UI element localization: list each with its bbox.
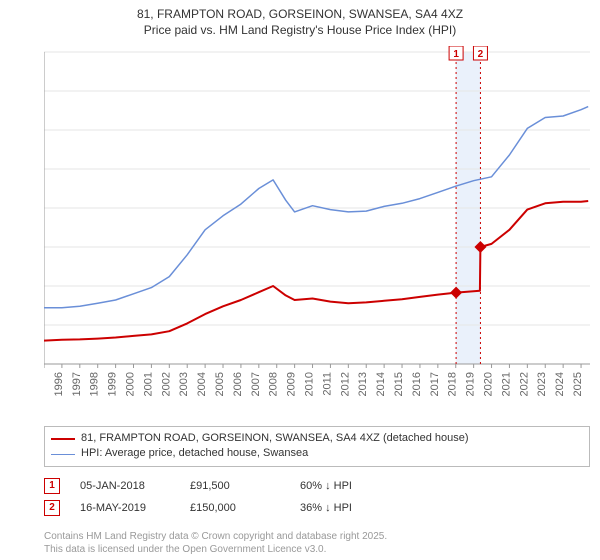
svg-text:2020: 2020 [483,372,495,396]
chart-svg: £0£50K£100K£150K£200K£250K£300K£350K£400… [44,46,590,414]
marker-date: 05-JAN-2018 [80,480,170,492]
svg-text:2007: 2007 [250,372,262,396]
svg-text:2005: 2005 [214,372,226,396]
chart-title: 81, FRAMPTON ROAD, GORSEINON, SWANSEA, S… [0,0,600,40]
svg-text:2001: 2001 [142,372,154,396]
svg-text:2013: 2013 [357,372,369,396]
legend-item: 81, FRAMPTON ROAD, GORSEINON, SWANSEA, S… [51,431,583,446]
svg-text:2018: 2018 [447,372,459,396]
legend-label: HPI: Average price, detached house, Swan… [81,446,308,461]
svg-text:2006: 2006 [232,372,244,396]
svg-text:1996: 1996 [53,372,65,396]
svg-text:1995: 1995 [44,372,47,396]
legend-swatch [51,438,75,440]
svg-text:2010: 2010 [304,372,316,396]
svg-text:2015: 2015 [393,372,405,396]
svg-text:2002: 2002 [160,372,172,396]
marker-delta: 36% ↓ HPI [300,502,390,514]
attribution-line-1: Contains HM Land Registry data © Crown c… [44,530,387,543]
chart-container: 81, FRAMPTON ROAD, GORSEINON, SWANSEA, S… [0,0,600,560]
svg-text:2016: 2016 [411,372,423,396]
svg-text:2019: 2019 [465,372,477,396]
svg-text:2012: 2012 [339,372,351,396]
svg-text:2014: 2014 [375,372,387,396]
svg-text:2009: 2009 [286,372,298,396]
svg-text:2025: 2025 [572,372,584,396]
svg-text:2011: 2011 [321,372,333,396]
marker-price: £150,000 [190,502,280,514]
svg-text:2: 2 [478,49,484,60]
legend-box: 81, FRAMPTON ROAD, GORSEINON, SWANSEA, S… [44,426,590,467]
attribution-line-2: This data is licensed under the Open Gov… [44,543,387,556]
marker-date: 16-MAY-2019 [80,502,170,514]
svg-text:1999: 1999 [107,372,119,396]
marker-row: 1 05-JAN-2018 £91,500 60% ↓ HPI [44,475,590,497]
svg-text:2024: 2024 [554,372,566,396]
svg-text:2008: 2008 [268,372,280,396]
legend-label: 81, FRAMPTON ROAD, GORSEINON, SWANSEA, S… [81,431,469,446]
title-line-2: Price paid vs. HM Land Registry's House … [10,22,590,38]
svg-text:2023: 2023 [536,372,548,396]
svg-text:2003: 2003 [178,372,190,396]
svg-text:2021: 2021 [500,372,512,396]
svg-text:2022: 2022 [518,372,530,396]
svg-text:1998: 1998 [89,372,101,396]
legend-swatch [51,454,75,455]
svg-text:2017: 2017 [429,372,441,396]
marker-index-box: 2 [44,500,60,516]
legend-item: HPI: Average price, detached house, Swan… [51,446,583,461]
title-line-1: 81, FRAMPTON ROAD, GORSEINON, SWANSEA, S… [10,6,590,22]
marker-index-box: 1 [44,478,60,494]
svg-text:2004: 2004 [196,372,208,396]
attribution: Contains HM Land Registry data © Crown c… [44,530,387,556]
marker-row: 2 16-MAY-2019 £150,000 36% ↓ HPI [44,497,590,519]
plot-area: £0£50K£100K£150K£200K£250K£300K£350K£400… [44,46,590,414]
svg-text:1997: 1997 [71,372,83,396]
marker-price: £91,500 [190,480,280,492]
marker-delta: 60% ↓ HPI [300,480,390,492]
marker-table: 1 05-JAN-2018 £91,500 60% ↓ HPI 2 16-MAY-2019… [44,475,590,519]
svg-text:1: 1 [453,49,459,60]
svg-text:2000: 2000 [125,372,137,396]
legend-area: 81, FRAMPTON ROAD, GORSEINON, SWANSEA, S… [44,426,590,519]
